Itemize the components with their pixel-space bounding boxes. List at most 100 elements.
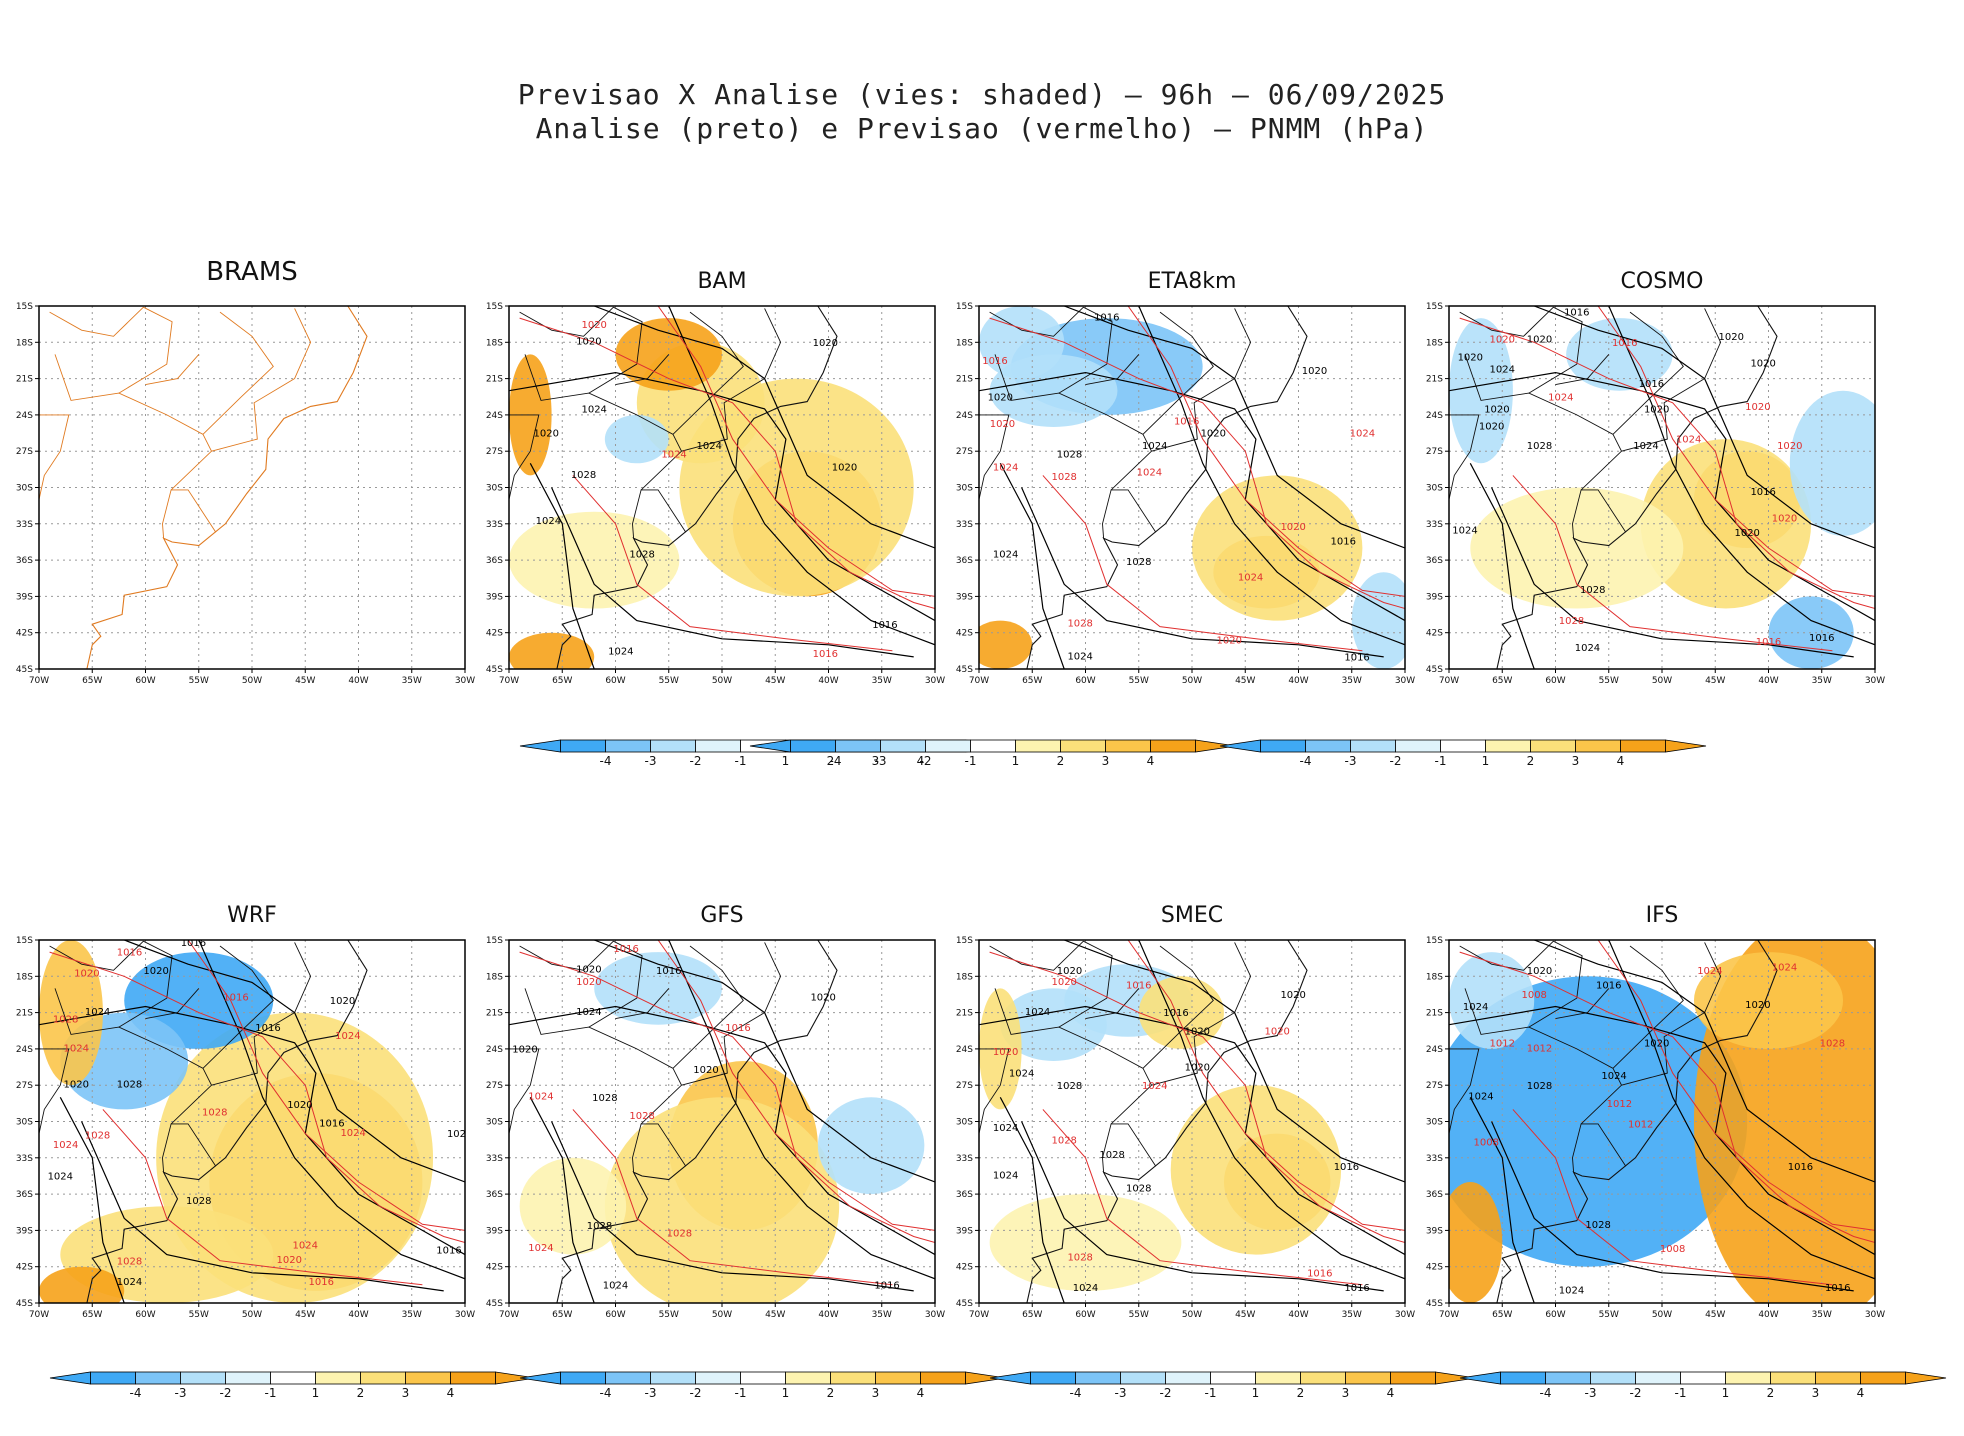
colorbar-tick-label: 3 [1342, 1386, 1350, 1400]
plot-area: 1016 1020 1020 1016 1020 1020 1024 1020 1016 1024… [1449, 306, 1875, 669]
colorbar-tick-label: 4 [1617, 754, 1625, 768]
contour-label: 1020 [74, 968, 99, 979]
y-tick-label: 33S [1426, 520, 1443, 530]
analysis-isobar [1449, 1005, 1875, 1256]
coastline [1026, 306, 1308, 669]
x-tick-label: 65W [1492, 676, 1512, 686]
border-line [1555, 988, 1610, 1020]
x-tick-label: 35W [1342, 1310, 1362, 1320]
y-tick-label: 21S [16, 1009, 33, 1019]
contour-label: 1028 [1051, 472, 1076, 483]
contour-label: 1028 [53, 1014, 78, 1025]
colorbar-segment [1575, 739, 1621, 753]
contour-label: 1016 [117, 948, 142, 959]
border-line [1528, 306, 1583, 394]
x-tick-label: 35W [1812, 676, 1832, 686]
colorbar-segment [560, 739, 606, 753]
colorbar-tick-label: 1 [1722, 1386, 1730, 1400]
contour-label: 1028 [629, 550, 654, 561]
border-line [1151, 942, 1252, 1086]
contour-label: 1028 [571, 470, 596, 481]
x-tick-label: 30W [455, 676, 475, 686]
colorbar-tick-label: -4 [1540, 1386, 1552, 1400]
bias-region [1192, 475, 1363, 621]
contour-label: 1024 [1559, 1285, 1584, 1296]
y-tick-label: 18S [16, 338, 33, 348]
x-tick-label: 55W [659, 676, 679, 686]
border-line [39, 1048, 70, 1134]
contour-label: 1024 [447, 1129, 472, 1140]
y-tick-label: 39S [956, 1226, 973, 1236]
colorbar-segment [920, 1371, 966, 1385]
border-line [1142, 945, 1214, 1069]
y-tick-label: 36S [16, 1190, 33, 1200]
colorbar-segment [875, 1371, 921, 1385]
border-line [1102, 489, 1157, 539]
colorbar-segment [605, 739, 651, 753]
x-tick-label: 70W [499, 1310, 519, 1320]
x-tick-label: 30W [1395, 676, 1415, 686]
y-tick-label: 45S [486, 665, 503, 675]
colorbar-arrow-low [989, 1371, 1031, 1385]
colorbar-tick-label: -1 [1435, 754, 1447, 768]
contour-label: 1016 [1334, 1162, 1359, 1173]
x-tick-label: 30W [1395, 1310, 1415, 1320]
y-tick-label: 27S [956, 447, 973, 457]
panel-brams: BRAMS 70W 65W 60W 55W 50W 45W 40W 35W 30W 15S 18S 21… [16, 257, 475, 686]
contour-label: 1024 [1452, 525, 1477, 536]
x-tick-label: 65W [82, 1310, 102, 1320]
analysis-isobar [39, 1005, 465, 1256]
y-tick-label: 39S [486, 592, 503, 602]
x-tick-label: 55W [1129, 1310, 1149, 1320]
contour-label: 1008 [1521, 990, 1546, 1001]
y-tick-label: 27S [16, 447, 33, 457]
colorbar-arrow-high [1435, 1371, 1477, 1385]
colorbar-tick-label: -1 [735, 754, 747, 768]
y-tick-label: 42S [486, 1263, 503, 1273]
contour-label: 1008 [1474, 1138, 1499, 1149]
border-line [49, 306, 144, 337]
contour-label: 1028 [1527, 1081, 1552, 1092]
colorbar-arrow-low [49, 1371, 91, 1385]
y-tick-label: 24S [1426, 411, 1443, 421]
analysis-isobar [593, 306, 935, 549]
y-tick-label: 42S [956, 629, 973, 639]
colorbar-tick-label: -1 [965, 754, 977, 768]
border-line [1058, 940, 1113, 1028]
contour-label: 1016 [1174, 417, 1199, 428]
colorbar-segment [1485, 739, 1531, 753]
colorbar-arrow-low [519, 739, 561, 753]
coastline [556, 306, 838, 669]
forecast-isobar [1127, 940, 1405, 1231]
x-tick-label: 35W [1342, 676, 1362, 686]
y-tick-label: 27S [956, 1081, 973, 1091]
x-tick-label: 70W [969, 676, 989, 686]
border-line [979, 414, 1010, 500]
y-tick-label: 24S [1426, 1045, 1443, 1055]
colorbar-tick-label: 2 [1297, 1386, 1305, 1400]
colorbar: -4 -3 -2 -1 1 2 3 4 [49, 1371, 537, 1400]
contour-label: 1016 [1809, 633, 1834, 644]
colorbar-tick-label: 3 [1102, 754, 1110, 768]
contour-label: 1024 [528, 1092, 553, 1103]
contour-label: 1016 [1094, 313, 1119, 324]
analysis-isobar [668, 940, 935, 1280]
border-line [202, 311, 274, 435]
contour-label: 1016 [1639, 379, 1664, 390]
contour-label: 1028 [1099, 1150, 1124, 1161]
coastline [86, 306, 368, 669]
y-tick-label: 39S [956, 592, 973, 602]
y-tick-label: 27S [1426, 447, 1443, 457]
x-tick-label: 40W [1758, 1310, 1778, 1320]
coastline [86, 940, 368, 1303]
y-tick-label: 18S [956, 338, 973, 348]
y-tick-label: 24S [16, 1045, 33, 1055]
colorbar-tick-label: -2 [690, 754, 702, 768]
y-tick-label: 15S [486, 936, 503, 946]
contour-label: 1028 [117, 1080, 142, 1091]
colorbar: -4 -3 -2 -1 1 2 3 4 [1459, 1371, 1947, 1400]
y-tick-label: 18S [1426, 972, 1443, 982]
contour-label: 1020 [1185, 1063, 1210, 1074]
